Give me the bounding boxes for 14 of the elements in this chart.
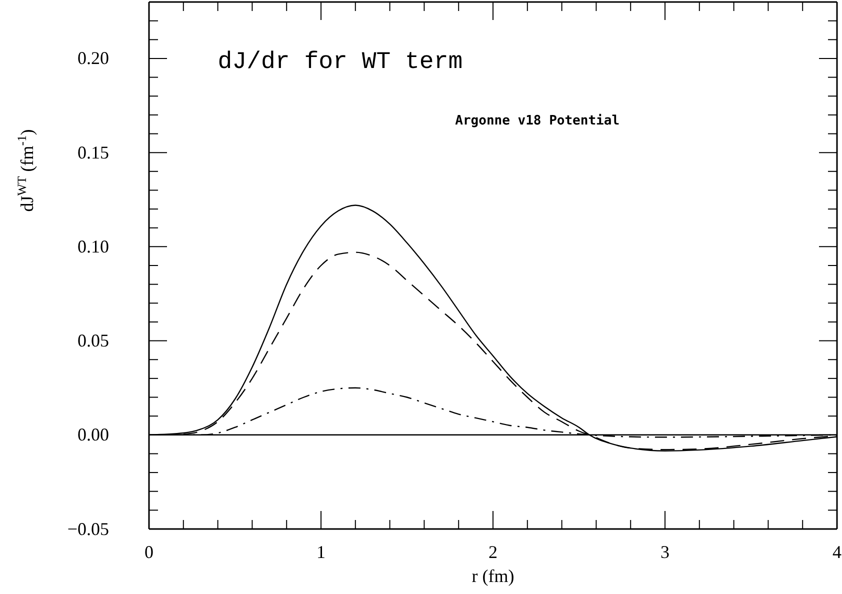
y-tick-label: 0.10: [78, 236, 109, 256]
y-tick-label: 0.15: [78, 142, 109, 162]
x-axis-title: r (fm): [472, 566, 514, 586]
y-tick-label: 0.00: [78, 424, 109, 445]
x-tick-label: 0: [144, 542, 154, 562]
x-tick-label: 3: [660, 542, 670, 562]
x-tick-label: 2: [488, 542, 498, 562]
y-tick-label: 0.20: [78, 48, 109, 68]
y-tick-label: 0.05: [78, 330, 109, 351]
annotation: Argonne v18 Potential: [455, 113, 620, 128]
text: dJ/dr for WT term: [218, 48, 463, 76]
y-tick-label: −0.05: [67, 518, 109, 539]
x-tick-label: 1: [316, 542, 326, 562]
x-tick-label: 4: [832, 542, 842, 562]
